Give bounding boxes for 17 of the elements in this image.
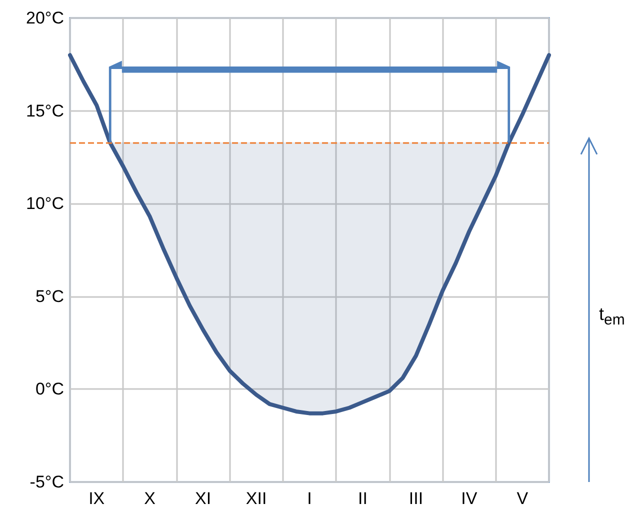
x-tick-label: XII xyxy=(246,489,267,508)
y-tick-label: 20°C xyxy=(26,8,64,28)
y-tick-label: 0°C xyxy=(35,380,64,399)
y-tick-label: -5°C xyxy=(30,472,64,492)
x-tick-label: I xyxy=(307,489,312,508)
y-tick-label: 15°C xyxy=(26,101,64,120)
y-tick-label: 5°C xyxy=(35,286,64,306)
x-tick-label: V xyxy=(516,489,529,508)
x-tick-label: III xyxy=(408,489,424,508)
line-series xyxy=(68,53,551,416)
x-tick-label: XI xyxy=(195,489,212,508)
x-tick-label: X xyxy=(144,489,156,508)
y-tick-label: 10°C xyxy=(26,194,64,214)
x-tick-label: IV xyxy=(461,489,478,508)
text: t$_{em}$ xyxy=(599,304,625,329)
x-tick-label: II xyxy=(358,489,368,508)
x-tick-label: IX xyxy=(88,489,105,508)
